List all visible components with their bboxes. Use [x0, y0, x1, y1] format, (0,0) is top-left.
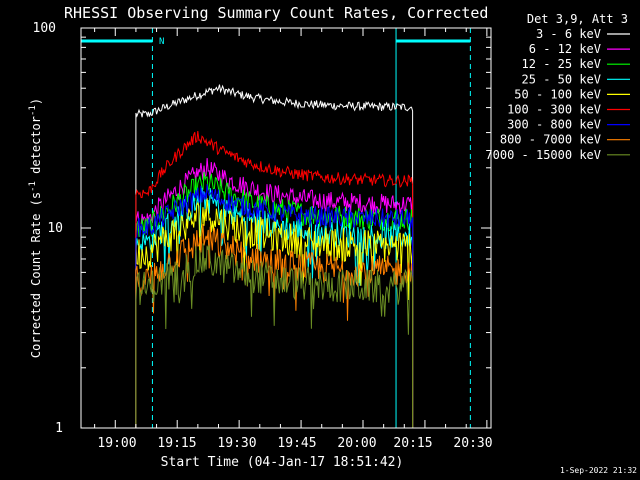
legend-label-2: 12 - 25 keV: [522, 57, 601, 71]
legend-label-3: 25 - 50 keV: [522, 72, 601, 86]
series-line-5: [135, 131, 414, 428]
series-layer: [135, 84, 414, 428]
legend-label-6: 300 - 800 keV: [507, 118, 601, 132]
y-tick-label-1: 1: [55, 421, 63, 436]
night-label-N: N: [159, 37, 164, 47]
x-tick-label-1945: 19:45: [277, 436, 316, 451]
series-line-1: [135, 158, 414, 428]
x-tick-label-1930: 19:30: [217, 436, 256, 451]
y-axis-label-sup2: -1: [28, 105, 38, 116]
x-tick-label-2030: 20:30: [453, 436, 492, 451]
legend-label-4: 50 - 100 keV: [514, 87, 601, 101]
legend-header: Det 3,9, Att 3: [527, 12, 628, 26]
legend-label-1: 6 - 12 keV: [529, 42, 601, 56]
y-axis-label-end: ): [29, 98, 43, 105]
timestamp: 1-Sep-2022 21:32: [560, 466, 637, 475]
legend-label-7: 800 - 7000 keV: [500, 133, 601, 147]
x-axis-label: Start Time (04-Jan-17 18:51:42): [161, 455, 404, 470]
x-tick-label-2015: 20:15: [393, 436, 432, 451]
y-axis-label-main: Corrected Count Rate (s: [29, 192, 43, 358]
legend-label-5: 100 - 300 keV: [507, 103, 601, 117]
legend-label-0: 3 - 6 keV: [536, 27, 601, 41]
series-line-8: [135, 243, 414, 428]
y-tick-label-100: 100: [33, 21, 56, 36]
chart-title: RHESSI Observing Summary Count Rates, Co…: [64, 4, 488, 22]
series-line-0: [135, 84, 414, 428]
axes: [81, 27, 491, 429]
x-tick-label-1915: 19:15: [157, 436, 196, 451]
x-tick-label-2000: 20:00: [337, 436, 376, 451]
y-axis-label-mid: detector: [29, 116, 43, 181]
y-tick-label-10: 10: [47, 221, 63, 236]
legend-label-8: 7000 - 15000 keV: [485, 148, 601, 162]
series-line-6: [135, 184, 414, 428]
y-axis-label: Corrected Count Rate (s-1 detector-1): [28, 98, 43, 358]
y-axis-label-sup1: -1: [28, 181, 38, 192]
x-tick-label-1900: 19:00: [97, 436, 136, 451]
